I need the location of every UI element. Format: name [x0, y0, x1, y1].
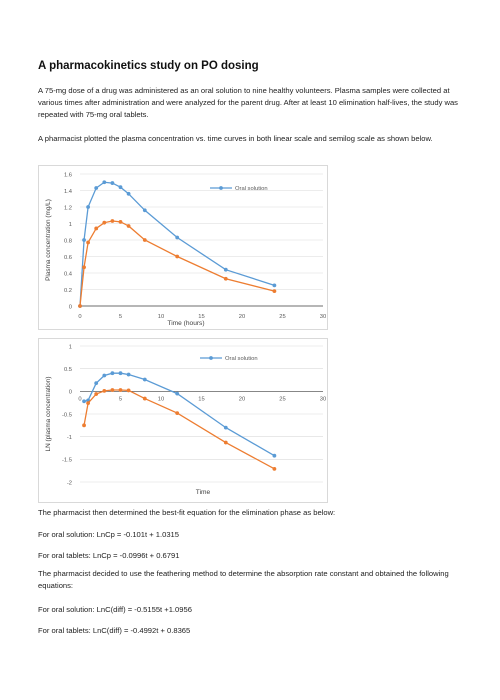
data-point-oral-solution — [82, 238, 86, 242]
elimination-tablets-equation: For oral tablets: LnCp = -0.0996t + 0.67… — [38, 551, 180, 560]
page-title: A pharmacokinetics study on PO dosing — [38, 60, 259, 72]
data-point-oral-tablets — [142, 238, 147, 242]
data-point-oral-solution — [102, 180, 107, 185]
data-point-oral-tablets — [175, 411, 180, 415]
data-point-oral-tablets — [175, 254, 180, 259]
data-point-oral-solution — [142, 377, 147, 382]
x-tick-label: 0 — [78, 396, 81, 402]
data-point-oral-tablets — [272, 289, 277, 294]
data-point-oral-tablets — [102, 220, 107, 225]
chart-frame — [38, 165, 328, 330]
data-point-oral-solution — [175, 391, 180, 396]
x-tick-label: 25 — [279, 396, 285, 402]
data-point-oral-solution — [118, 185, 123, 190]
x-axis-title: Time (hours) — [167, 320, 204, 327]
data-point-oral-tablets — [86, 240, 90, 245]
feathering-tablets-equation: For oral tablets: LnC(diff) = -0.4992t +… — [38, 626, 191, 635]
legend-marker — [219, 186, 223, 190]
data-point-oral-solution — [82, 399, 86, 404]
data-point-oral-solution — [126, 372, 131, 377]
x-tick-label: 25 — [279, 314, 285, 320]
data-point-oral-tablets — [78, 304, 82, 308]
data-point-oral-tablets — [110, 219, 115, 223]
data-point-oral-solution — [272, 453, 277, 458]
legend-marker — [209, 356, 213, 360]
elimination-solution-equation: For oral solution: LnCp = -0.101t + 1.03… — [38, 530, 179, 539]
y-tick-label: 0.8 — [64, 238, 72, 244]
legend-label: Oral solution — [235, 186, 268, 192]
x-tick-label: 15 — [198, 314, 204, 320]
y-tick-label: 0.4 — [64, 271, 73, 277]
series-line-oral-tablets — [79, 220, 275, 307]
data-point-oral-solution — [272, 283, 277, 288]
data-point-oral-solution — [94, 186, 99, 190]
data-point-oral-tablets — [110, 388, 115, 392]
y-tick-label: 1 — [69, 222, 72, 228]
data-point-oral-tablets — [272, 466, 277, 471]
y-tick-label: 1.4 — [64, 189, 73, 195]
series-line-oral-solution — [79, 181, 275, 307]
y-tick-label: 0.6 — [64, 255, 72, 261]
y-tick-label: 1.6 — [64, 172, 72, 178]
x-tick-label: 20 — [239, 396, 245, 402]
y-tick-label: 1 — [69, 344, 72, 350]
data-point-oral-solution — [175, 235, 180, 240]
x-tick-label: 5 — [119, 314, 122, 320]
data-point-oral-solution — [126, 191, 131, 196]
data-point-oral-solution — [86, 205, 90, 209]
data-point-oral-tablets — [86, 401, 90, 406]
linear-concentration-chart: 0 0.2 0.4 0.6 0.8 1 1.2 1.4 1.6 0 5 10 15 20 25 30 Time … — [38, 165, 328, 330]
semilog-concentration-chart: 1 0.5 0 -0.5 -1 -1.5 -2 0 5 10 15 20 25 30 Time LN (pla… — [38, 338, 328, 503]
plot-intro-paragraph: A pharmacist plotted the plasma concentr… — [38, 134, 433, 143]
data-point-oral-solution — [118, 371, 123, 376]
y-tick-label: -1.5 — [62, 458, 72, 464]
y-tick-label: 0.5 — [64, 367, 72, 373]
x-tick-label: 10 — [158, 396, 164, 402]
data-point-oral-tablets — [118, 219, 123, 224]
y-tick-label: -0.5 — [62, 412, 72, 418]
x-tick-label: 5 — [119, 396, 122, 402]
chart-frame — [38, 338, 328, 503]
x-axis-title: Time — [196, 489, 211, 496]
x-tick-label: 10 — [158, 314, 164, 320]
data-point-oral-solution — [102, 373, 107, 378]
x-tick-label: 15 — [198, 396, 204, 402]
feathering-solution-equation: For oral solution: LnC(diff) = -0.5155t … — [38, 605, 192, 614]
data-point-oral-solution — [142, 208, 147, 213]
data-point-oral-solution — [110, 181, 115, 185]
x-tick-label: 30 — [320, 396, 326, 402]
y-axis-title: LN (plasma concentration) — [45, 377, 52, 452]
data-point-oral-solution — [223, 425, 228, 430]
x-tick-label: 30 — [320, 314, 326, 320]
data-point-oral-tablets — [223, 440, 228, 445]
y-tick-label: -2 — [67, 480, 72, 486]
y-tick-label: 0.2 — [64, 288, 72, 294]
data-point-oral-tablets — [126, 224, 131, 228]
data-point-oral-solution — [110, 371, 115, 376]
elimination-intro: The pharmacist then determined the best-… — [38, 508, 336, 517]
y-tick-label: 0 — [69, 390, 72, 396]
y-tick-label: -1 — [67, 435, 72, 441]
y-tick-label: 1.2 — [64, 205, 72, 211]
data-point-oral-tablets — [126, 388, 131, 393]
feathering-intro: The pharmacist decided to use the feathe… — [38, 569, 449, 591]
data-point-oral-tablets — [82, 423, 86, 428]
x-tick-label: 0 — [78, 314, 81, 320]
x-tick-label: 20 — [239, 314, 245, 320]
data-point-oral-tablets — [118, 388, 123, 392]
data-point-oral-tablets — [82, 265, 86, 270]
data-point-oral-tablets — [142, 396, 147, 401]
y-tick-label: 0 — [69, 304, 72, 310]
data-point-oral-tablets — [94, 392, 99, 396]
legend-label: Oral solution — [225, 356, 258, 362]
data-point-oral-tablets — [94, 226, 99, 231]
data-point-oral-solution — [223, 267, 228, 272]
data-point-oral-solution — [94, 381, 99, 386]
data-point-oral-tablets — [223, 276, 228, 281]
y-axis-title: Plasma concentration (mg/L) — [45, 199, 52, 281]
intro-paragraph: A 75-mg dose of a drug was administered … — [38, 86, 458, 120]
data-point-oral-tablets — [102, 388, 107, 393]
